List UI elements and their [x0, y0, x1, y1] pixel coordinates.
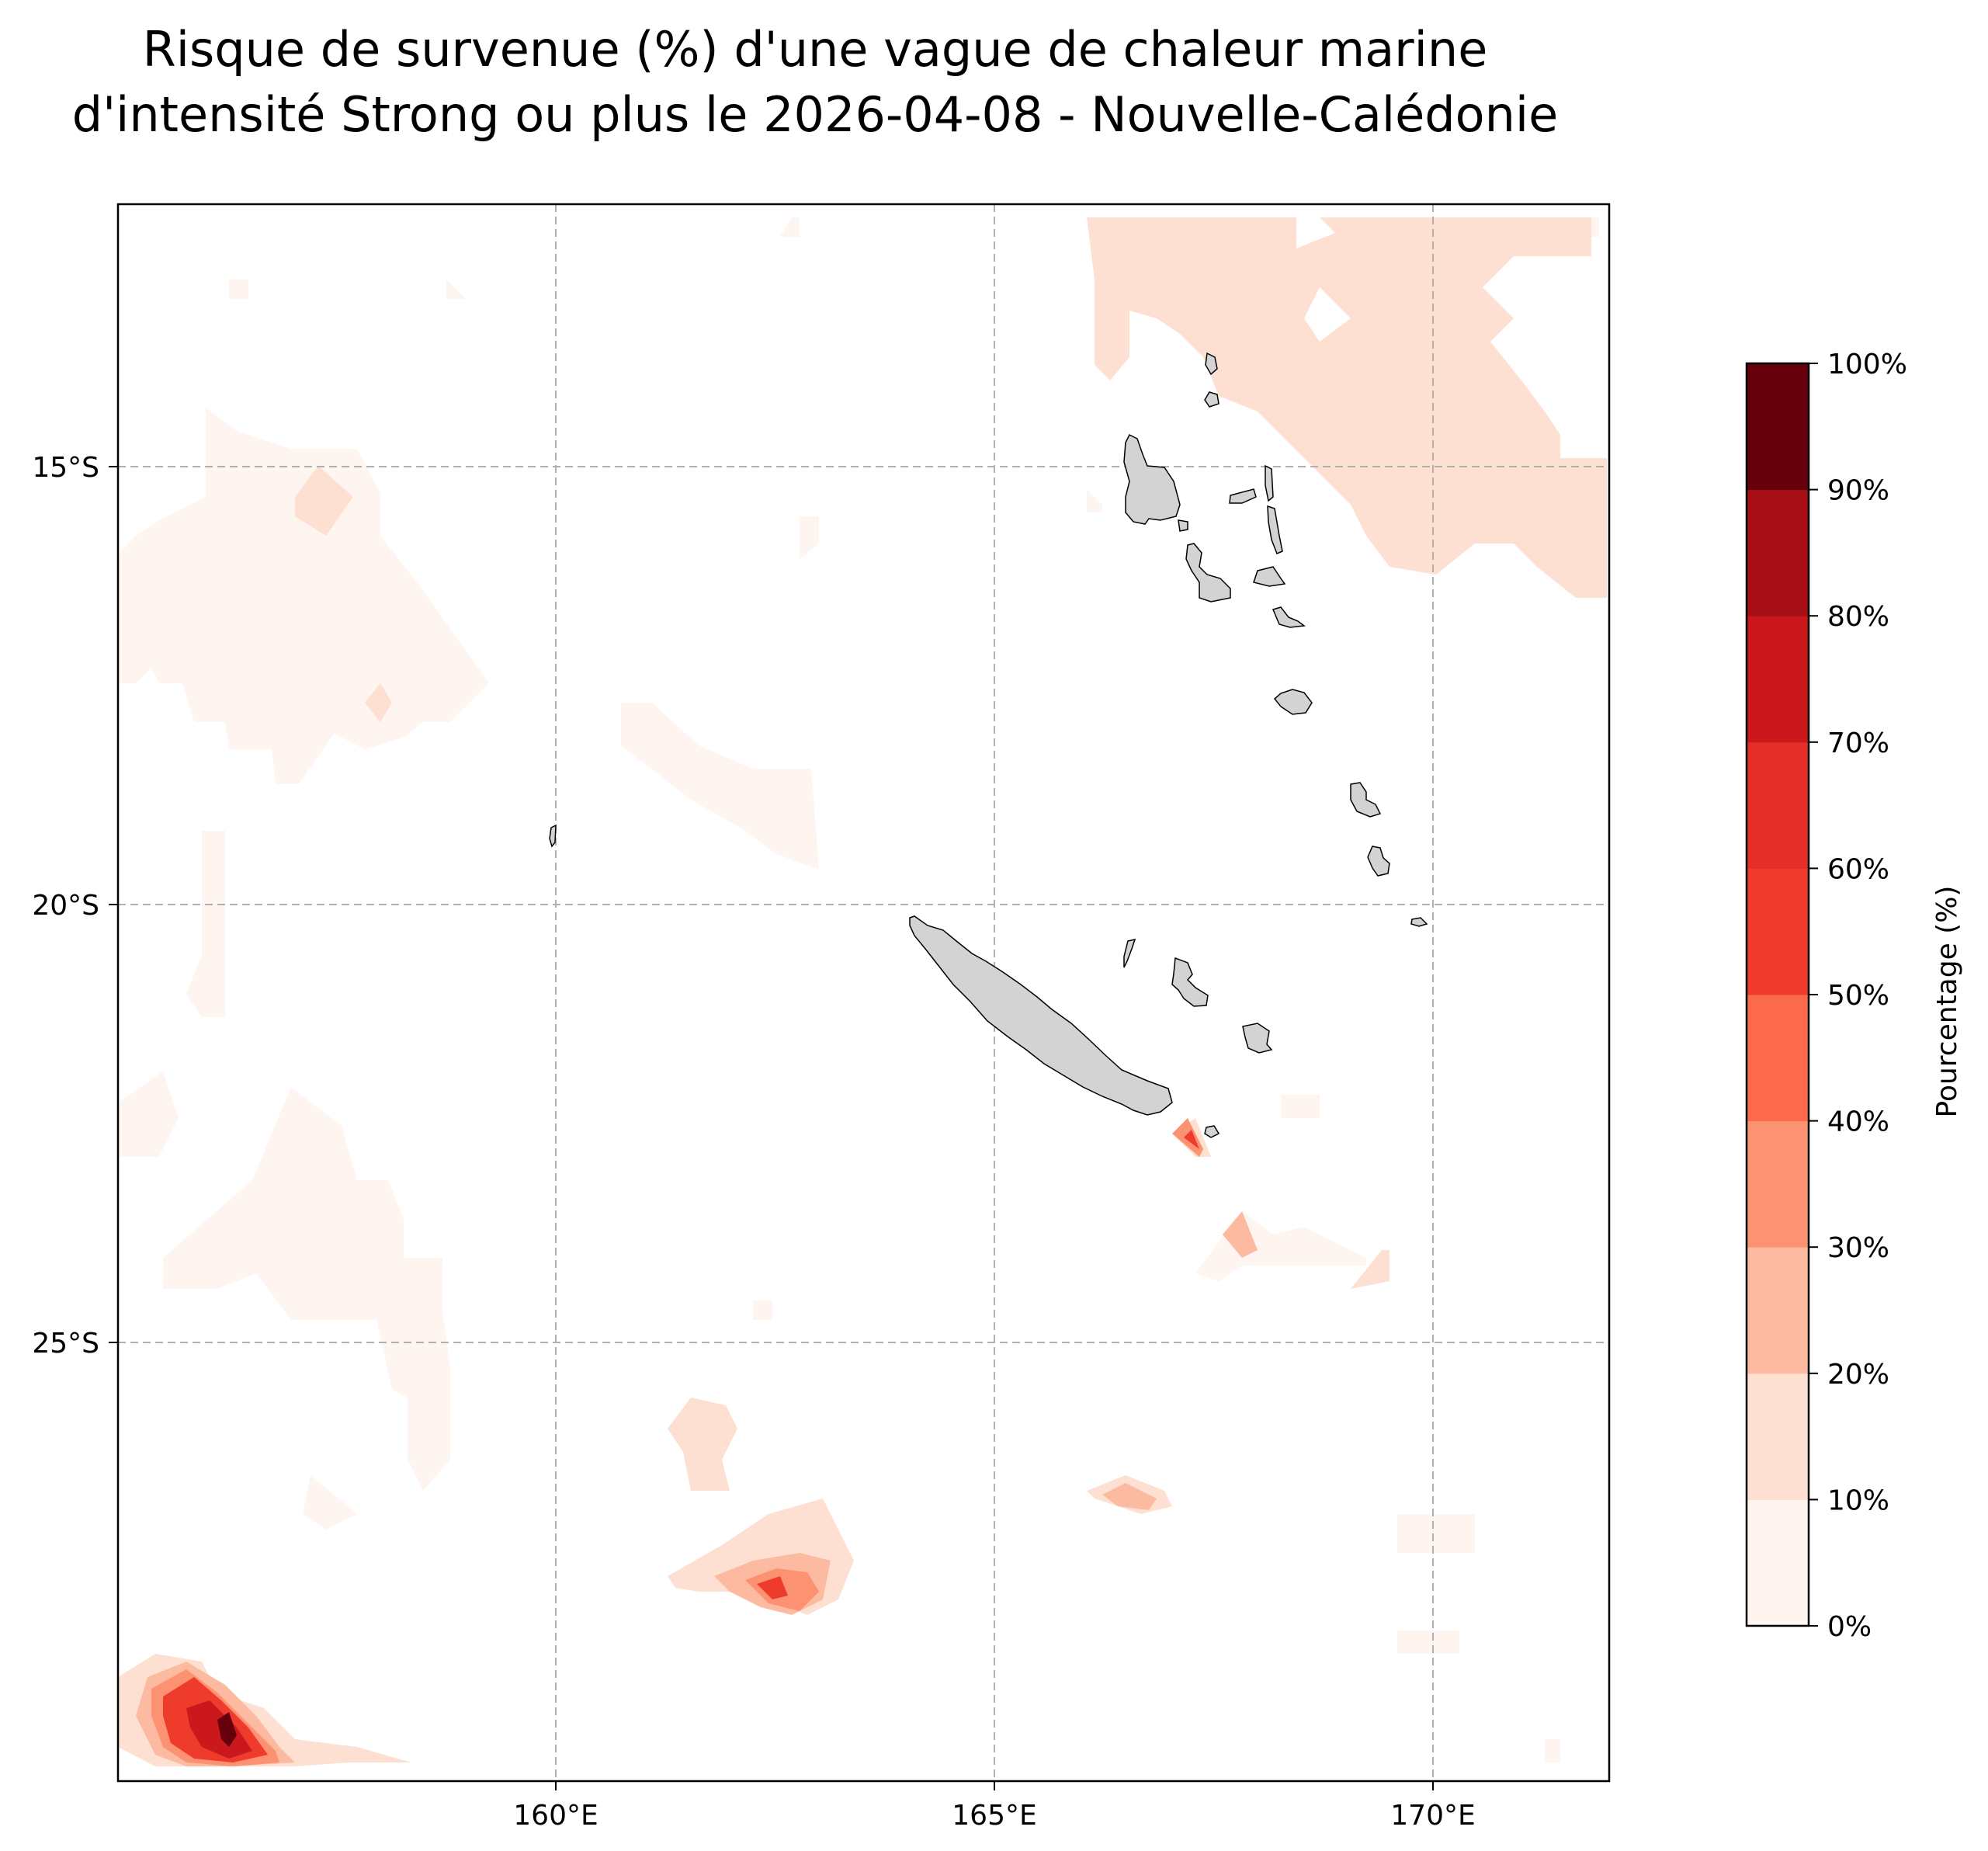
ytick-label-15: 15°S — [32, 452, 99, 484]
colorbar-tick-label: 40% — [1827, 1106, 1889, 1138]
colorbar-tick-label: 30% — [1827, 1232, 1889, 1264]
colorbar-tick-label: 90% — [1827, 475, 1889, 507]
patch-ne-hole — [1304, 287, 1351, 342]
patch-sw-90 — [217, 1712, 237, 1747]
efate-island — [1273, 689, 1313, 715]
torres-islet-2 — [1204, 391, 1220, 408]
xtick-label-160: 160°E — [513, 1800, 598, 1832]
patch-s-50 — [757, 1576, 788, 1599]
risk-patches-low — [118, 217, 1599, 1762]
patch-nw-spot — [295, 466, 353, 536]
title-line-2: d'intensité Strong ou plus le 2026-04-08… — [71, 86, 1559, 143]
patch-dot-7 — [1351, 1250, 1390, 1289]
colorbar-segment — [1747, 1247, 1809, 1374]
patch-ne-vanuatu — [1087, 217, 1607, 598]
colorbar-tick-label: 20% — [1827, 1359, 1889, 1391]
patch-se-20 — [1102, 1483, 1157, 1510]
patch-dot-6 — [1087, 489, 1102, 512]
colorbar-segment — [1747, 616, 1809, 743]
lifou-island — [1171, 957, 1209, 1007]
ouvea-island — [1123, 938, 1136, 968]
colorbar-segment — [1747, 1373, 1809, 1500]
patch-se-2 — [1397, 1630, 1459, 1654]
risk-patches-90-100 — [217, 1712, 237, 1747]
chesterfield-island — [549, 824, 557, 848]
patch-isle-pins-50 — [1184, 1130, 1199, 1149]
patch-w1 — [118, 1071, 179, 1157]
grande-terre-island — [909, 915, 1173, 1116]
patch-nw — [118, 408, 489, 784]
maewo-island — [1265, 464, 1274, 502]
colorbar-segment — [1747, 868, 1809, 995]
ytick-label-20: 20°S — [32, 890, 99, 922]
patch-sw-small — [303, 1475, 357, 1530]
ytick-label-25: 25°S — [32, 1328, 99, 1360]
map-frame — [116, 203, 1611, 1783]
ambae-island — [1229, 488, 1257, 504]
chart-title: Risque de survenue (%) d'une vague de ch… — [0, 17, 1630, 148]
colorbar-segment — [1747, 741, 1809, 869]
colorbar-segment — [1747, 1120, 1809, 1248]
patch-central-s — [668, 1398, 737, 1491]
map-panel — [116, 203, 1611, 1783]
colorbar-tick-label: 0% — [1827, 1611, 1872, 1643]
ile-des-pins — [1204, 1125, 1220, 1138]
colorbar-tick-label: 100% — [1827, 349, 1907, 380]
colorbar-segment — [1747, 489, 1809, 616]
patch-e-small — [1281, 1095, 1320, 1118]
malekula-island — [1185, 543, 1231, 603]
patch-dot-2 — [780, 217, 800, 237]
colorbar-tick-label: 70% — [1827, 728, 1889, 759]
walpole-island — [1410, 917, 1428, 927]
colorbar: 0% 10% 20% 30% 40% 50% 60% 70% 80% 90% 100% — [1745, 349, 1907, 1643]
pentecost-island — [1267, 505, 1283, 554]
colorbar-label: Pourcentage (%) — [1931, 886, 1963, 1118]
colorbar-segment — [1747, 995, 1809, 1122]
vanuatu-islet-1 — [1178, 519, 1188, 532]
patch-se-1 — [1397, 1514, 1475, 1553]
land-masses — [549, 352, 1428, 1138]
mare-island — [1242, 1023, 1273, 1054]
torres-islet-1 — [1205, 352, 1218, 376]
tanna-island — [1367, 846, 1390, 877]
xtick-label-165: 165°E — [952, 1800, 1036, 1832]
colorbar-tick-label: 50% — [1827, 980, 1889, 1012]
colorbar-tick-label: 60% — [1827, 853, 1889, 885]
patch-dot-3 — [800, 516, 819, 559]
title-line-1: Risque de survenue (%) d'une vague de ch… — [142, 21, 1488, 78]
patch-dot-4 — [446, 280, 466, 299]
epi-island — [1272, 606, 1306, 628]
patch-se-3 — [1545, 1739, 1560, 1762]
patch-dot-1 — [753, 1301, 772, 1320]
ambrym-island — [1253, 566, 1286, 587]
patch-central-n — [621, 703, 819, 870]
espiritu-santo-island — [1123, 433, 1181, 525]
gridlines — [118, 204, 1609, 1781]
patch-dot-5 — [229, 280, 248, 299]
colorbar-tick-label: 10% — [1827, 1485, 1889, 1516]
colorbar-segment — [1747, 363, 1809, 491]
patch-west-strip — [186, 831, 225, 1017]
erromango-island — [1350, 782, 1382, 818]
colorbar-segment — [1747, 1499, 1809, 1627]
patch-nw-spot-2 — [365, 683, 392, 722]
axis-ticks — [109, 466, 1434, 1790]
xtick-label-170: 170°E — [1390, 1800, 1475, 1832]
patch-sw — [163, 1087, 450, 1491]
patch-loyalty-20 — [1223, 1211, 1258, 1258]
colorbar-tick-label: 80% — [1827, 601, 1889, 633]
